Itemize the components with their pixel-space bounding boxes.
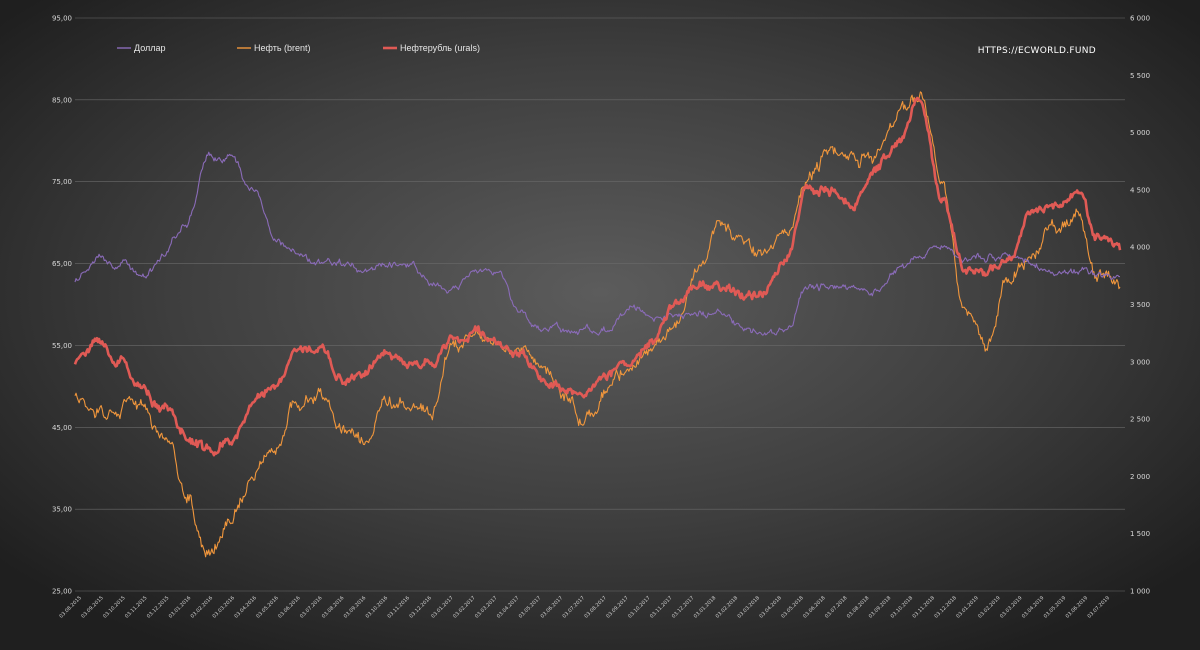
left-tick-label: 25,00 <box>52 588 72 596</box>
left-tick-label: 35,00 <box>52 506 72 514</box>
left-tick-label: 95,00 <box>52 15 72 23</box>
series-line-2 <box>73 96 1122 457</box>
left-tick-label: 55,00 <box>52 342 72 350</box>
right-tick-label: 5 000 <box>1130 129 1150 137</box>
right-tick-label: 4 500 <box>1130 186 1150 194</box>
right-tick-label: 1 000 <box>1130 588 1150 596</box>
right-tick-label: 3 000 <box>1130 358 1150 366</box>
series-line-0 <box>74 151 1121 336</box>
left-tick-label: 75,00 <box>52 178 72 186</box>
legend-label-0: Доллар <box>134 43 166 53</box>
right-tick-label: 4 000 <box>1130 244 1150 252</box>
left-tick-label: 85,00 <box>52 96 72 104</box>
left-tick-label: 45,00 <box>52 424 72 432</box>
left-tick-label: 65,00 <box>52 260 72 268</box>
watermark: HTTPS://ECWORLD.FUND <box>978 46 1096 56</box>
right-tick-label: 3 500 <box>1130 301 1150 309</box>
right-tick-label: 2 000 <box>1130 473 1150 481</box>
legend-label-2: Нефтерубль (urals) <box>400 43 480 53</box>
right-tick-label: 2 500 <box>1130 416 1150 424</box>
series-line-1 <box>74 91 1121 558</box>
right-tick-label: 1 500 <box>1130 530 1150 538</box>
right-tick-label: 5 500 <box>1130 72 1150 80</box>
legend-label-1: Нефть (brent) <box>254 43 311 53</box>
right-tick-label: 6 000 <box>1130 15 1150 23</box>
